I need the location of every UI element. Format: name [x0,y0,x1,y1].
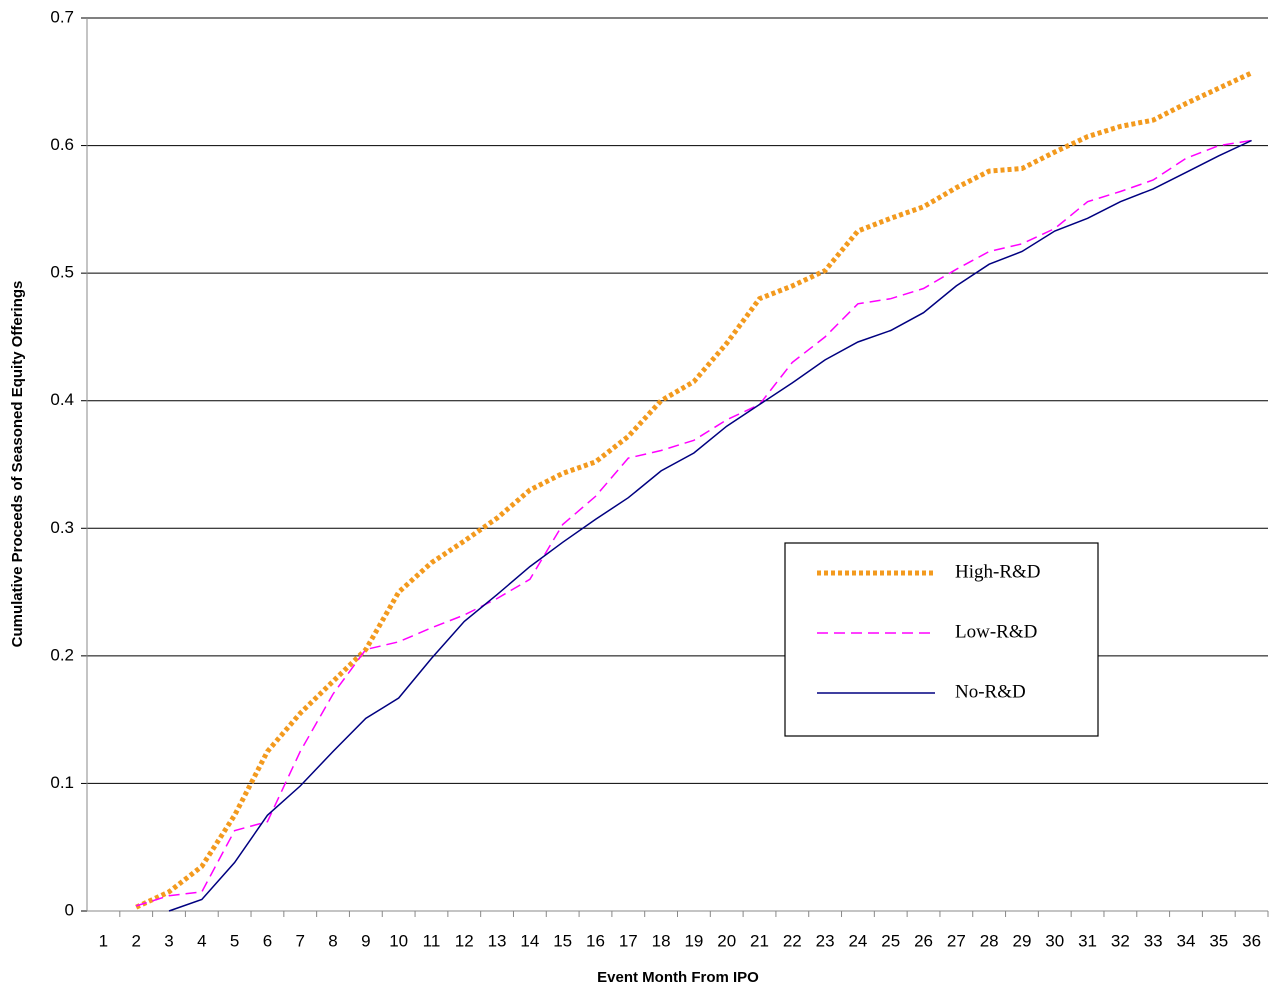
x-tick-label: 31 [1078,931,1097,950]
legend-label: Low-R&D [955,621,1037,642]
y-tick-label: 0.7 [50,7,74,26]
series-line [168,139,1252,912]
x-tick-label: 30 [1045,931,1064,950]
x-tick-label: 1 [99,931,108,950]
x-tick-label: 21 [750,931,769,950]
x-tick-label: 23 [816,931,835,950]
legend-box [784,542,1099,737]
x-tick-label: 35 [1209,931,1228,950]
y-axis-title: Cumulative Proceeds of Seasoned Equity O… [9,281,26,648]
legend-label: No-R&D [955,681,1026,702]
y-tick-label: 0.2 [50,645,74,664]
x-tick-label: 34 [1177,931,1196,950]
x-tick-label: 11 [423,931,441,950]
series-line [135,139,1252,907]
x-tick-label: 16 [586,931,605,950]
x-tick-label: 12 [455,931,474,950]
y-tick-label: 0.5 [50,263,74,282]
y-tick-label: 0 [65,900,74,919]
x-tick-label: 15 [553,931,572,950]
y-tick-label: 0.4 [50,390,74,409]
x-tick-label: 9 [361,931,370,950]
x-tick-label: 26 [914,931,933,950]
x-axis-title: Event Month From IPO [597,969,759,986]
x-tick-label: 22 [783,931,802,950]
x-tick-label: 10 [389,931,408,950]
x-tick-label: 3 [164,931,173,950]
x-tick-label: 24 [848,931,867,950]
x-tick-label: 13 [488,931,507,950]
x-tick-label: 20 [717,931,736,950]
x-tick-label: 29 [1012,931,1031,950]
x-tick-label: 28 [980,931,999,950]
x-tick-label: 6 [263,931,272,950]
y-tick-label: 0.6 [50,135,74,154]
x-tick-label: 2 [131,931,140,950]
legend: High-R&D Low-R&D No-R&D [784,542,1099,737]
x-tick-label: 27 [947,931,966,950]
x-tick-label: 18 [652,931,671,950]
x-tick-label: 5 [230,931,239,950]
x-tick-label: 7 [296,931,305,950]
x-tick-label: 14 [520,931,539,950]
x-tick-label: 32 [1111,931,1130,950]
series-line [135,70,1253,910]
x-tick-label: 36 [1242,931,1261,950]
x-tick-label: 8 [328,931,337,950]
legend-label: High-R&D [955,561,1041,582]
x-tick-label: 33 [1144,931,1163,950]
x-tick-label: 25 [881,931,900,950]
x-tick-label: 17 [619,931,638,950]
y-tick-label: 0.3 [50,518,74,537]
y-tick-label: 0.1 [50,773,74,792]
x-tick-label: 19 [684,931,703,950]
x-tick-label: 4 [197,931,206,950]
